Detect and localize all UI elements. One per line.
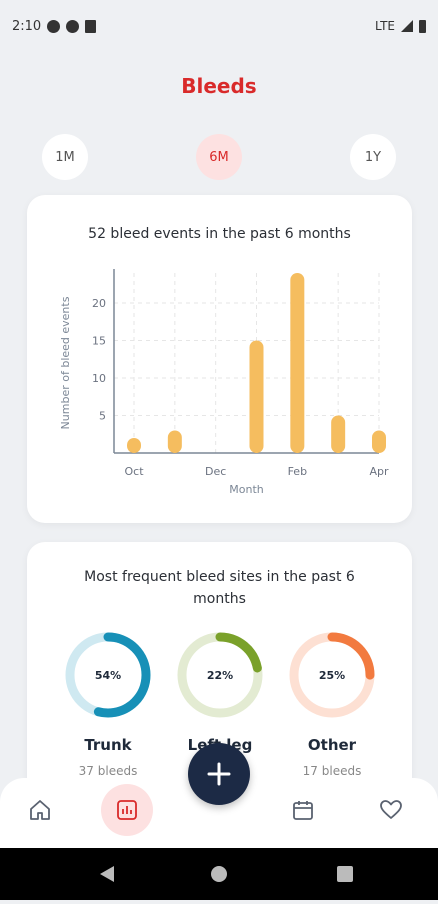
bar xyxy=(249,340,264,453)
tab-6m-label: 6M xyxy=(209,149,229,165)
site-count: 17 bleeds xyxy=(302,764,362,778)
status-left: 2:10 xyxy=(12,18,97,34)
nav-favorites[interactable] xyxy=(365,784,417,836)
tab-1m-label: 1M xyxy=(55,149,75,165)
bar xyxy=(372,430,386,453)
page-title: Bleeds xyxy=(181,74,257,98)
back-icon[interactable] xyxy=(100,866,114,882)
tab-1y-label: 1Y xyxy=(364,149,382,165)
notification-icon xyxy=(47,19,61,33)
tab-1y[interactable]: 1Y xyxy=(350,134,396,180)
signal-icon xyxy=(401,20,413,32)
x-tick-label: Apr xyxy=(369,465,389,478)
tab-1m[interactable]: 1M xyxy=(42,134,88,180)
bar-chart: 5 10 15 20 Oct Dec Feb Apr Month Number of bleed … xyxy=(59,269,389,496)
site-other[interactable]: 25% Other 17 bleeds xyxy=(287,630,377,778)
sites-card-title: Most frequent bleed sites in the past 6 … xyxy=(84,569,355,607)
x-tick-label: Oct xyxy=(124,465,144,478)
home-circle-icon[interactable] xyxy=(211,866,227,882)
network-label: LTE xyxy=(375,19,395,33)
bar xyxy=(167,430,182,453)
site-name: Trunk xyxy=(84,736,132,754)
recents-icon[interactable] xyxy=(337,866,353,882)
donut-arc xyxy=(177,632,263,718)
x-tick-label: Dec xyxy=(205,465,226,478)
donut-left-leg: 22% xyxy=(177,632,263,718)
y-tick-label: 5 xyxy=(99,410,106,423)
chart-card-title: 52 bleed events in the past 6 months xyxy=(88,226,351,242)
donut-arc xyxy=(65,632,151,718)
site-name: Other xyxy=(307,736,357,754)
site-trunk[interactable]: 54% Trunk 37 bleeds xyxy=(63,630,153,778)
status-bar: 2:10 LTE xyxy=(0,0,438,52)
donut-other: 25% xyxy=(289,632,375,718)
site-count: 37 bleeds xyxy=(78,764,138,778)
x-tick-label: Feb xyxy=(288,465,307,478)
system-nav-bar xyxy=(0,848,438,900)
plus-icon xyxy=(207,762,231,786)
battery-icon xyxy=(419,19,426,33)
notification-icon-2 xyxy=(66,19,80,33)
y-tick-label: 15 xyxy=(92,335,106,348)
nav-calendar[interactable] xyxy=(277,784,329,836)
donut-percent: 22% xyxy=(207,669,233,682)
heart-icon xyxy=(380,800,402,819)
add-bleed-button[interactable] xyxy=(188,743,250,805)
system-nav-icons xyxy=(100,866,353,882)
donut-arc xyxy=(289,632,375,718)
bar xyxy=(331,415,346,453)
donut-trunk: 54% xyxy=(65,632,151,718)
status-time: 2:10 xyxy=(12,18,42,34)
y-axis-label: Number of bleed events xyxy=(59,296,72,429)
bar xyxy=(290,273,305,453)
chart-icon xyxy=(117,800,137,820)
home-icon xyxy=(30,800,50,820)
y-tick-label: 10 xyxy=(92,372,106,385)
donut-percent: 54% xyxy=(95,669,121,682)
y-tick-label: 20 xyxy=(92,297,106,310)
donut-percent: 25% xyxy=(319,669,345,682)
bar xyxy=(127,438,141,453)
tab-6m[interactable]: 6M xyxy=(196,134,242,180)
x-axis-label: Month xyxy=(229,483,264,496)
nav-home[interactable] xyxy=(14,784,66,836)
sd-card-icon xyxy=(85,19,97,33)
calendar-icon xyxy=(293,801,313,820)
nav-statistics[interactable] xyxy=(101,784,153,836)
status-right: LTE xyxy=(375,19,426,33)
chart-card: 52 bleed events in the past 6 months 5 10… xyxy=(27,195,412,523)
